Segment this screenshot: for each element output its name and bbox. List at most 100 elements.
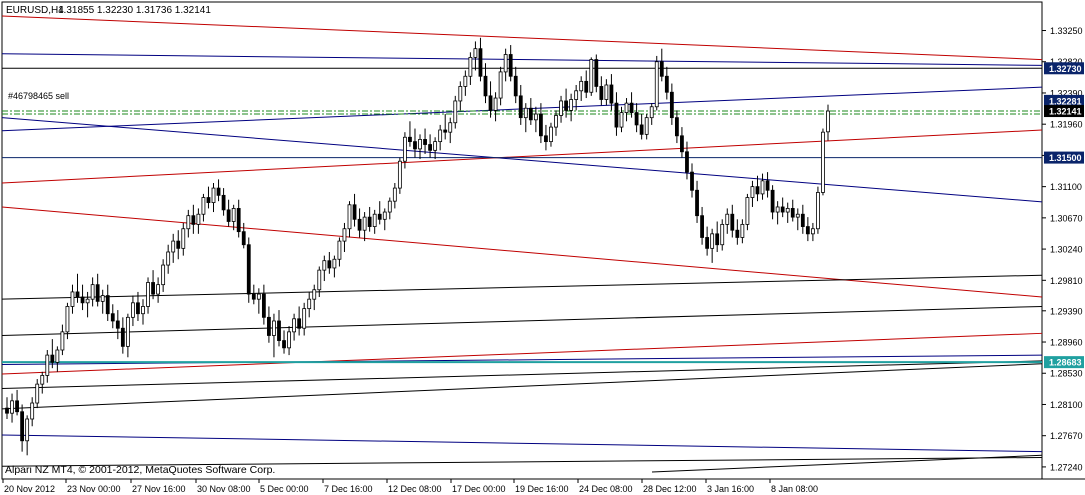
candle-body-bear [221,194,226,211]
candle-body-bear [680,135,684,153]
candle-body-bear [674,117,679,137]
candle-body-bear [634,112,639,126]
trend-line-11 [1,363,1043,410]
candle-body-bear [216,187,221,196]
candle-body-bear [770,189,775,213]
price-scale: 1.332501.328201.323901.319601.315301.311… [1042,26,1083,472]
candle-body-bear [277,320,281,341]
candle-body-bull [463,75,468,87]
price-tag-label: 1.32141 [1049,107,1082,117]
candle-body-bear [357,218,362,231]
candle-body-bull [473,48,478,58]
candle-body-bull [740,223,745,238]
price-tag [1044,62,1084,75]
candle-body-bull [458,86,463,102]
candle-body-bear [614,102,619,128]
price-tag [1044,356,1084,369]
candle-body-bull [382,211,387,220]
candle-body-bear [513,75,518,97]
y-tick-label: 1.29810 [1050,276,1083,286]
candle-body-bear [488,95,493,111]
x-tick-label: 23 Nov 00:00 [67,484,121,494]
candle-body-bear [176,240,181,249]
candle-body-bull [745,197,750,225]
candle-body-bull [624,102,629,113]
x-tick-label: 24 Dec 08:00 [579,484,633,494]
candle-body-bull [418,139,422,150]
candle-body-bear [352,204,357,220]
candle-body-bull [231,208,236,222]
candle-body-bear [594,59,599,87]
candle-body-bull [448,122,453,133]
candle-body-bull [156,284,161,295]
y-tick-label: 1.28960 [1050,338,1083,348]
x-tick-label: 5 Dec 00:00 [260,484,309,494]
candle-body-bear [267,316,271,336]
candle-body-bull [785,208,790,213]
trend-line-8 [1,332,1043,375]
candle-body-bear [428,144,432,151]
x-tick-label: 20 Nov 2012 [4,484,55,494]
candle-body-bear [700,215,704,238]
candle-body-bull [166,251,171,266]
candle-body-bull [654,61,659,108]
candle-body-bear [685,151,689,173]
candle-body-bull [90,284,95,300]
candle-body-bear [518,95,523,119]
candle-body-bear [659,61,664,77]
candle-body-bull [196,213,201,225]
candle-body-bull [750,186,755,198]
y-tick-label: 1.27670 [1050,431,1083,441]
candle-body-bull [287,331,291,349]
candle-body-bear [669,91,674,119]
candle-body-bull [186,215,191,230]
candle-body-bull [181,228,186,249]
candle-body-bear [735,229,740,238]
candle-body-bull [125,316,130,347]
candle-body-bear [136,302,140,315]
y-tick-label: 1.29390 [1050,306,1083,316]
candle-body-bull [307,298,312,310]
candle-body-bear [327,260,332,269]
candle-body-bull [347,204,352,230]
price-tag [1044,105,1084,118]
candle-body-bear [413,141,417,150]
candle-body-bull [826,110,830,133]
candle-body-bear [695,189,699,217]
candle-body-bull [649,106,654,119]
candle-body-bear [690,171,694,191]
price-tag [1044,94,1084,107]
y-tick-label: 1.30240 [1050,245,1083,255]
candle-body-bear [226,209,231,222]
candle-body-bull [392,187,397,202]
candle-body-bull [337,240,342,260]
x-tick-label: 30 Nov 08:00 [197,484,251,494]
order-label: #46798465 sell [8,91,69,101]
candle-body-bear [115,320,120,329]
candle-body-bull [372,213,377,227]
candle-body-bull [569,99,574,111]
candle-body-bull [438,129,443,143]
candle-body-bull [171,240,176,253]
trend-line-6 [1,274,1043,300]
candle-body-bull [821,131,825,193]
candle-body-bull [523,107,528,119]
candle-body-bull [810,228,815,235]
candle-body-bull [503,54,508,73]
candle-body-bull [312,289,317,300]
candle-body-bull [292,318,296,333]
y-tick-label: 1.27240 [1050,462,1083,472]
candle-body-bull [468,56,473,77]
candle-body-bear [599,86,604,100]
candle-body-bull [387,200,392,213]
candle-body-bull [644,117,649,135]
candle-body-bear [780,206,785,213]
candle-body-bull [619,112,624,128]
candle-body-bull [60,331,65,351]
candle-body-bear [639,124,644,135]
candle-body-bear [755,186,760,195]
candle-body-bear [664,75,669,93]
candle-body-bear [120,327,125,347]
